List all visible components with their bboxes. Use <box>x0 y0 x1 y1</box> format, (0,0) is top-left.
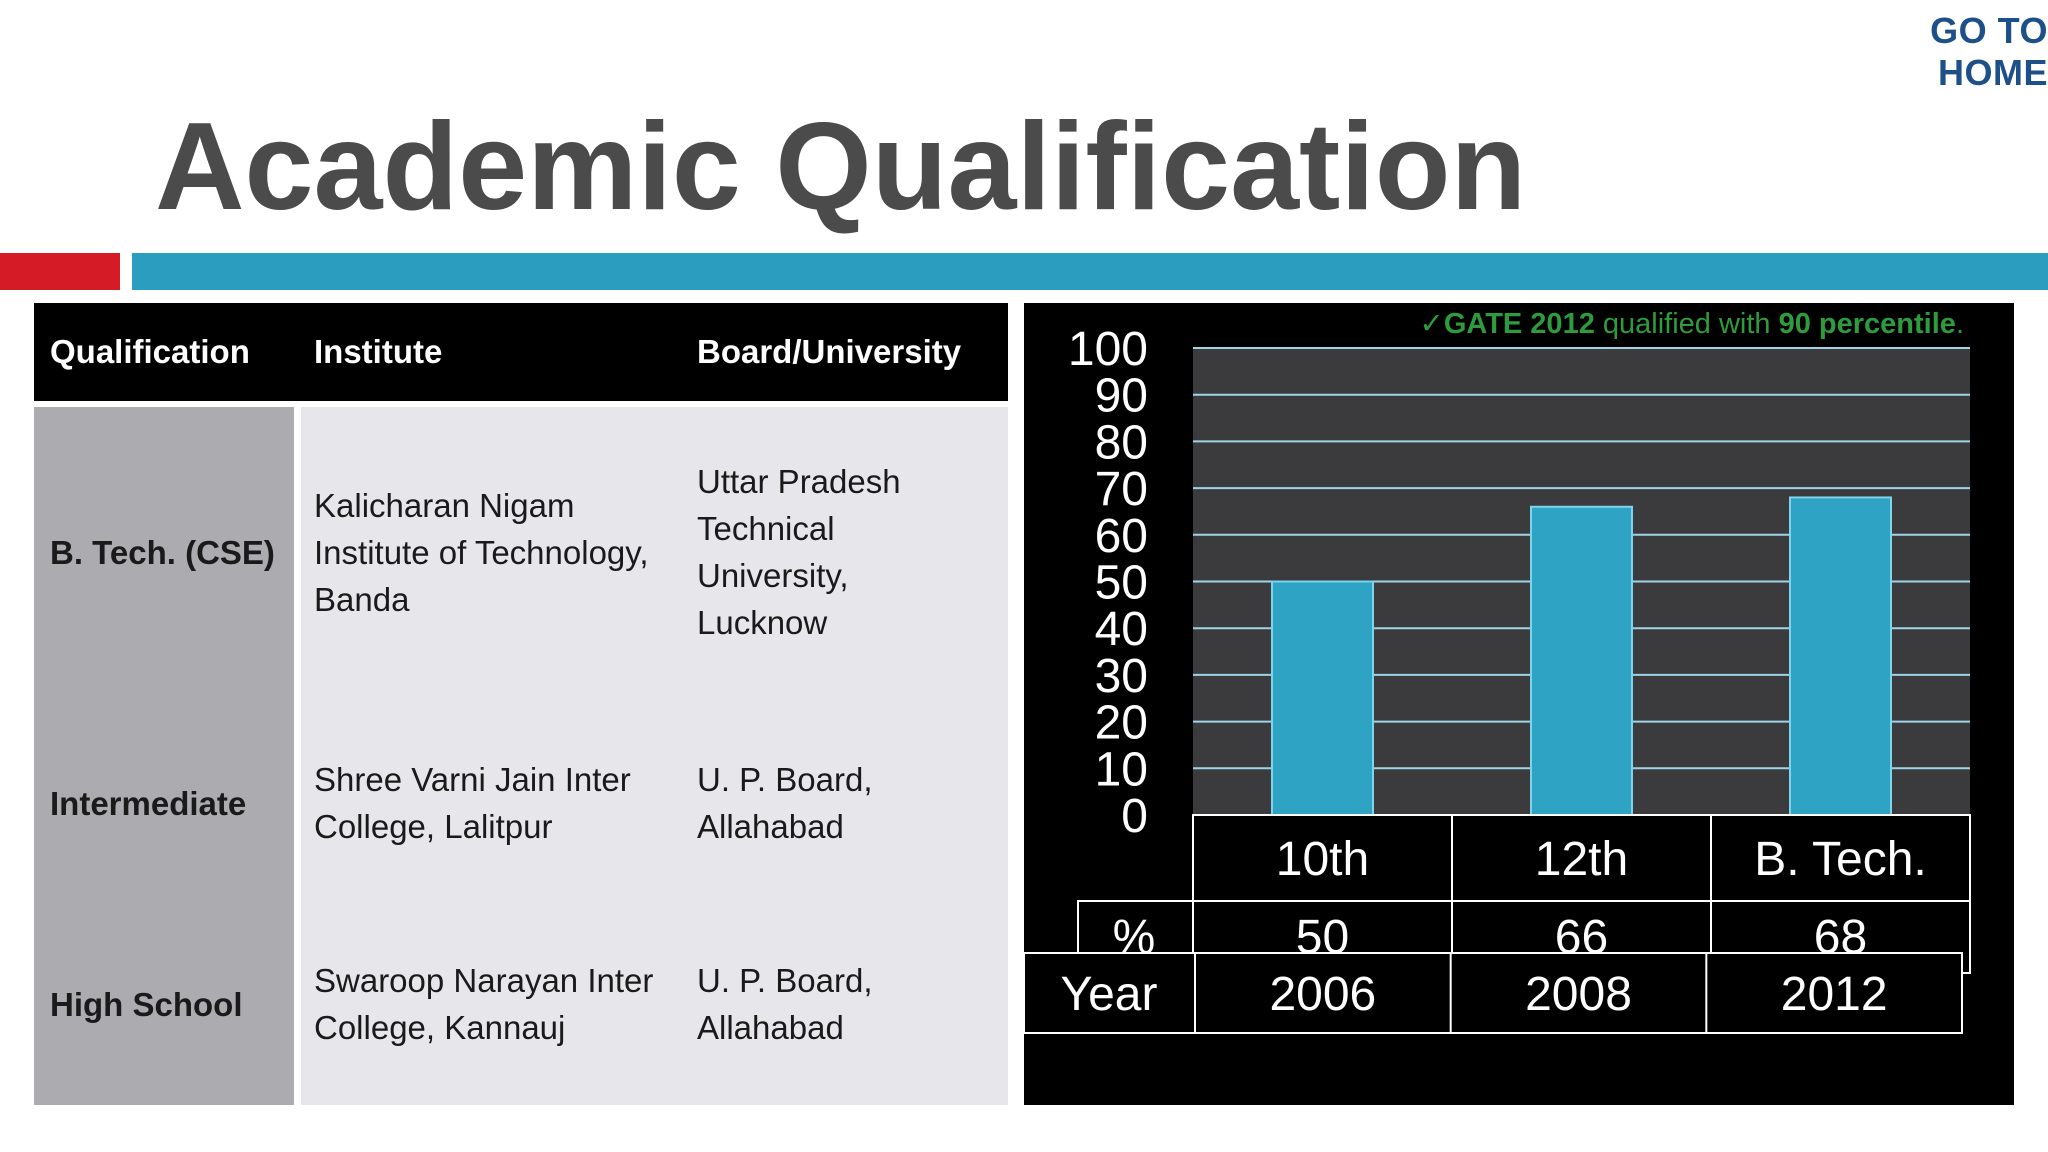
y-tick-label: 10 <box>1095 743 1148 796</box>
year-label: 2012 <box>1781 968 1888 1021</box>
header-qualification: Qualification <box>50 333 250 370</box>
chart-bar <box>1789 496 1892 816</box>
y-tick-label: 50 <box>1095 557 1148 610</box>
year-label: 2008 <box>1525 968 1632 1021</box>
table-row-qualification: B. Tech. (CSE) <box>50 534 275 571</box>
year-row-label: Year <box>1061 968 1158 1021</box>
institute-line: College, Lalitpur <box>314 808 553 845</box>
x-tick-label: 12th <box>1535 833 1628 886</box>
chart-panel: ✓GATE 2012 qualified with 90 percentile.… <box>1024 303 2014 1105</box>
x-tick-label: 10th <box>1276 833 1369 886</box>
y-tick-label: 80 <box>1095 416 1148 469</box>
y-tick-label: 100 <box>1068 323 1148 376</box>
table-row-qualification: Intermediate <box>50 785 247 822</box>
institute-line: College, Kannauj <box>314 1009 566 1046</box>
board-line: Lucknow <box>697 604 828 641</box>
table-row-institute: Shree Varni Jain Inter College, Lalitpur <box>314 756 631 850</box>
chart-bar <box>1530 505 1633 816</box>
y-tick-label: 30 <box>1095 650 1148 703</box>
institute-line: Banda <box>314 581 410 618</box>
institute-line: Kalicharan Nigam <box>314 487 575 524</box>
chart-bar <box>1271 580 1374 816</box>
table-row-institute: Swaroop Narayan Inter College, Kannauj <box>314 957 653 1051</box>
table-row-institute: Kalicharan Nigam Institute of Technology… <box>314 482 649 623</box>
y-tick-label: 40 <box>1095 603 1148 656</box>
gate-note-exam: GATE 2012 <box>1443 308 1595 340</box>
board-line: Allahabad <box>697 1009 844 1046</box>
check-icon: ✓ <box>1419 308 1444 340</box>
y-tick-label: 60 <box>1095 510 1148 563</box>
gate-note-percentile: 90 percentile <box>1778 308 1956 340</box>
table-row-board: U. P. Board, Allahabad <box>697 957 873 1051</box>
x-tick-label: B. Tech. <box>1754 833 1927 886</box>
y-tick-label: 0 <box>1121 790 1148 843</box>
y-tick-label: 90 <box>1095 370 1148 423</box>
y-tick-label: 20 <box>1095 697 1148 750</box>
gate-note-text: qualified with <box>1594 308 1779 340</box>
year-row <box>1024 952 1963 1034</box>
table-row-board: Uttar Pradesh Technical University, Luck… <box>697 458 901 646</box>
institute-line: Swaroop Narayan Inter <box>314 962 654 999</box>
board-line: Technical <box>697 510 835 547</box>
qualification-column <box>34 407 294 1105</box>
y-tick-label: 70 <box>1095 463 1148 516</box>
go-to-home-link[interactable]: GO TO HOME <box>1930 10 2048 93</box>
board-line: University, <box>697 557 849 594</box>
gate-note-period: . <box>1955 308 1964 340</box>
year-label: 2006 <box>1269 968 1376 1021</box>
header-board-university: Board/University <box>697 333 962 370</box>
page-title: Academic Qualification <box>155 98 1527 236</box>
board-line: Allahabad <box>697 808 844 845</box>
board-line: Uttar Pradesh <box>697 463 901 500</box>
qualification-table: Qualification Institute Board/University… <box>34 303 1008 1105</box>
accent-bar-red <box>0 253 120 290</box>
institute-line: Shree Varni Jain Inter <box>314 761 631 798</box>
board-line: U. P. Board, <box>697 761 873 798</box>
details-column <box>301 407 1008 1105</box>
table-header: Qualification Institute Board/University <box>34 303 1008 401</box>
table-row-board: U. P. Board, Allahabad <box>697 756 873 850</box>
header-institute: Institute <box>314 333 443 370</box>
institute-line: Institute of Technology, <box>314 534 649 571</box>
gate-note: ✓GATE 2012 qualified with 90 percentile. <box>1420 306 1964 341</box>
accent-bar-teal <box>132 253 2048 290</box>
board-line: U. P. Board, <box>697 962 873 999</box>
table-row-qualification: High School <box>50 986 243 1023</box>
